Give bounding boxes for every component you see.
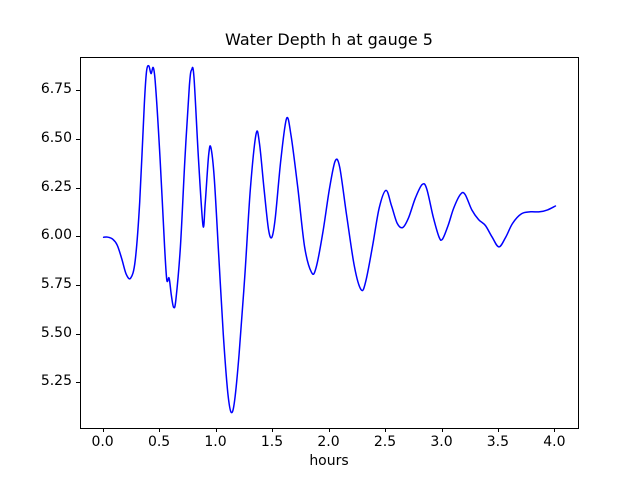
x-tick-label: 4.0 [543, 434, 566, 450]
x-tick-mark [554, 428, 556, 432]
y-tick-mark [76, 236, 80, 238]
x-tick-label: 3.0 [430, 434, 453, 450]
x-tick-mark [159, 428, 161, 432]
y-tick-label: 6.50 [40, 129, 72, 146]
x-tick-mark [441, 428, 443, 432]
y-tick-label: 5.75 [40, 275, 72, 292]
chart-title: Water Depth h at gauge 5 [225, 30, 433, 49]
y-tick-label: 6.00 [40, 227, 72, 244]
x-tick-label: 2.5 [373, 434, 397, 450]
x-tick-mark [272, 428, 273, 432]
x-tick-mark [215, 428, 217, 432]
x-tick-mark [102, 428, 104, 432]
y-tick-mark [76, 90, 80, 92]
x-tick-label: 0.5 [147, 434, 171, 450]
x-tick-label: 2.0 [317, 434, 340, 450]
y-tick-label: 5.25 [40, 373, 72, 390]
plot-area [80, 57, 579, 429]
x-tick-mark [497, 428, 499, 432]
x-tick-label: 3.5 [486, 434, 510, 450]
line-plot [102, 64, 557, 414]
y-tick-mark [76, 333, 80, 335]
y-tick-label: 6.25 [40, 178, 72, 195]
x-axis-label: hours [309, 453, 349, 469]
y-tick-mark [76, 138, 80, 140]
y-tick-label: 6.75 [40, 81, 72, 98]
series-line-h [102, 64, 557, 414]
x-tick-label: 0.0 [91, 434, 114, 450]
x-tick-mark [385, 428, 386, 432]
x-tick-label: 1.0 [204, 434, 227, 450]
x-tick-mark [328, 428, 330, 432]
y-tick-mark [76, 187, 80, 189]
y-tick-label: 5.50 [40, 324, 72, 341]
y-tick-mark [76, 382, 80, 384]
y-tick-mark [76, 284, 80, 286]
x-tick-label: 1.5 [260, 434, 284, 450]
